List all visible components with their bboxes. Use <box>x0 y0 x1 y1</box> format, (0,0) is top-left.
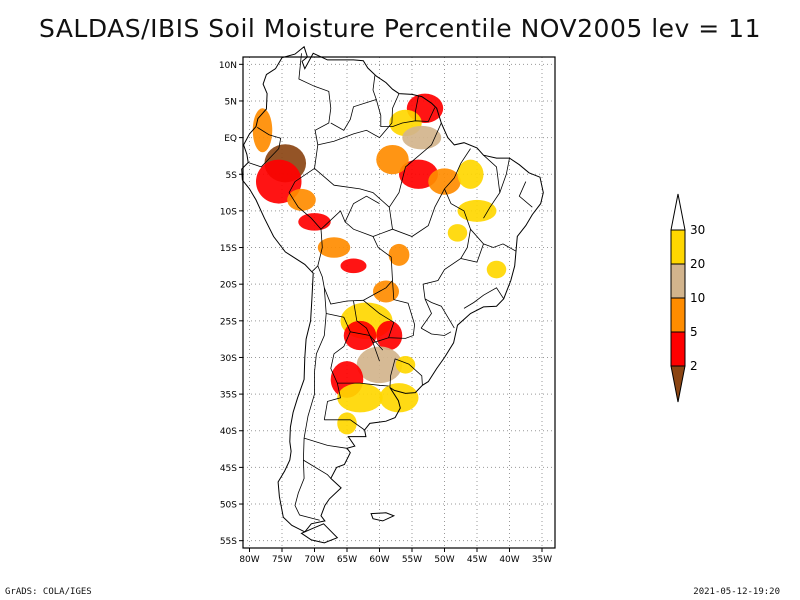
political-boundary <box>298 53 332 169</box>
political-boundary <box>324 419 365 431</box>
longitude-axis: 80W 75W 70W 65W 60W 55W 50W 45W 40W 35W <box>239 548 552 565</box>
legend-swatch <box>670 297 686 333</box>
political-boundary <box>344 195 380 223</box>
anomaly-patch-gold <box>395 355 416 374</box>
latitude-label: EQ <box>224 134 237 144</box>
political-boundary <box>350 331 384 351</box>
political-boundary <box>420 327 452 336</box>
political-boundary <box>391 93 400 124</box>
anomaly-patch-gold <box>457 159 484 189</box>
political-boundary <box>499 158 510 193</box>
anomaly-patch-orange <box>388 243 410 266</box>
anomaly-patch-red <box>343 320 377 351</box>
legend-swatch-top <box>670 193 686 231</box>
political-boundary <box>424 298 455 329</box>
political-boundary <box>288 168 323 272</box>
legend-label: 10 <box>690 291 705 305</box>
latitude-label: 25S <box>220 317 237 327</box>
anomaly-patch-tan <box>356 346 403 384</box>
timestamp: 2021-05-12-19:20 <box>693 587 780 597</box>
political-boundary <box>414 95 419 121</box>
longitude-label: 80W <box>239 555 259 565</box>
legend-label: 2 <box>690 359 698 373</box>
longitude-label: 55W <box>402 555 422 565</box>
coastline-outline <box>241 45 544 544</box>
legend-swatch-bottom <box>670 365 686 403</box>
longitude-label: 70W <box>304 555 324 565</box>
map-title: SALDAS/IBIS Soil Moisture Percentile NOV… <box>39 14 761 43</box>
latitude-axis: 10N 5N EQ 5S 10S 15S 20S 25S 30S 35S 40S 45S 50S 55S <box>219 61 243 547</box>
political-boundary <box>353 300 380 362</box>
latitude-label: 45S <box>220 464 237 474</box>
latitude-label: 10S <box>220 207 237 217</box>
latitude-label: 10N <box>219 61 237 71</box>
longitude-label: 35W <box>532 555 552 565</box>
longitude-label: 40W <box>499 555 519 565</box>
legend-label: 5 <box>690 325 698 339</box>
political-boundary <box>422 247 468 299</box>
plot-frame <box>242 56 556 549</box>
political-boundary <box>303 459 332 479</box>
latitude-label: 55S <box>220 537 237 547</box>
political-boundary <box>444 148 471 248</box>
latitude-label: 35S <box>220 391 237 401</box>
grads-credit: GrADS: COLA/IGES <box>5 587 92 597</box>
longitude-label: 65W <box>337 555 357 565</box>
political-boundary <box>363 280 416 339</box>
political-boundary <box>248 127 282 168</box>
anomaly-patch-orange <box>376 144 409 175</box>
longitude-label: 50W <box>434 555 454 565</box>
political-boundary <box>317 122 393 146</box>
legend-label: 20 <box>690 257 705 271</box>
latitude-label: 20S <box>220 281 237 291</box>
political-boundary <box>330 75 377 131</box>
map-frame <box>242 56 556 549</box>
falkland-islands-coastline <box>370 512 396 522</box>
political-boundary <box>294 287 327 521</box>
color-legend: 30 20 10 5 2 <box>670 193 705 403</box>
anomaly-patch-orange <box>373 280 399 303</box>
anomaly-patch-gold <box>337 412 357 435</box>
political-boundary <box>323 313 351 420</box>
latitude-label: 30S <box>220 354 237 364</box>
latitude-label: 5N <box>225 97 237 107</box>
longitude-label: 45W <box>467 555 487 565</box>
political-boundary <box>463 287 505 309</box>
anomaly-patch-gold <box>486 260 507 279</box>
political-boundary <box>375 99 436 127</box>
legend-swatch <box>670 229 686 265</box>
political-boundary <box>518 181 533 208</box>
political-boundary <box>460 243 484 263</box>
political-boundary <box>372 188 445 237</box>
tierra-del-fuego-coastline <box>300 523 339 544</box>
anomaly-patch-gold <box>457 199 497 222</box>
legend-swatch <box>670 331 686 367</box>
continent-coastline <box>241 45 544 533</box>
anomaly-shading <box>252 93 507 435</box>
latitude-label: 15S <box>220 244 237 254</box>
latitude-label: 5S <box>226 171 238 181</box>
longitude-label: 75W <box>272 555 292 565</box>
political-boundary <box>389 358 423 388</box>
political-boundary <box>314 168 390 208</box>
anomaly-patch-gold <box>447 224 468 242</box>
latitude-label: 50S <box>220 501 237 511</box>
political-boundary <box>470 228 517 252</box>
anomaly-patch-orange <box>317 237 351 258</box>
latitude-label: 40S <box>220 427 237 437</box>
anomaly-patch-gold <box>379 383 419 413</box>
anomaly-patch-red <box>340 258 367 274</box>
longitude-label: 60W <box>369 555 389 565</box>
legend-swatch <box>670 263 686 299</box>
political-boundary <box>303 437 348 449</box>
anomaly-patch-gold <box>337 383 383 413</box>
political-boundary <box>420 298 432 329</box>
legend-label: 30 <box>690 223 705 237</box>
anomaly-patch-tan <box>402 125 442 150</box>
political-boundary <box>337 382 389 387</box>
anomaly-patch-red <box>256 159 302 204</box>
anomaly-patch-orange <box>287 188 316 211</box>
anomaly-patch-orange <box>428 168 461 195</box>
